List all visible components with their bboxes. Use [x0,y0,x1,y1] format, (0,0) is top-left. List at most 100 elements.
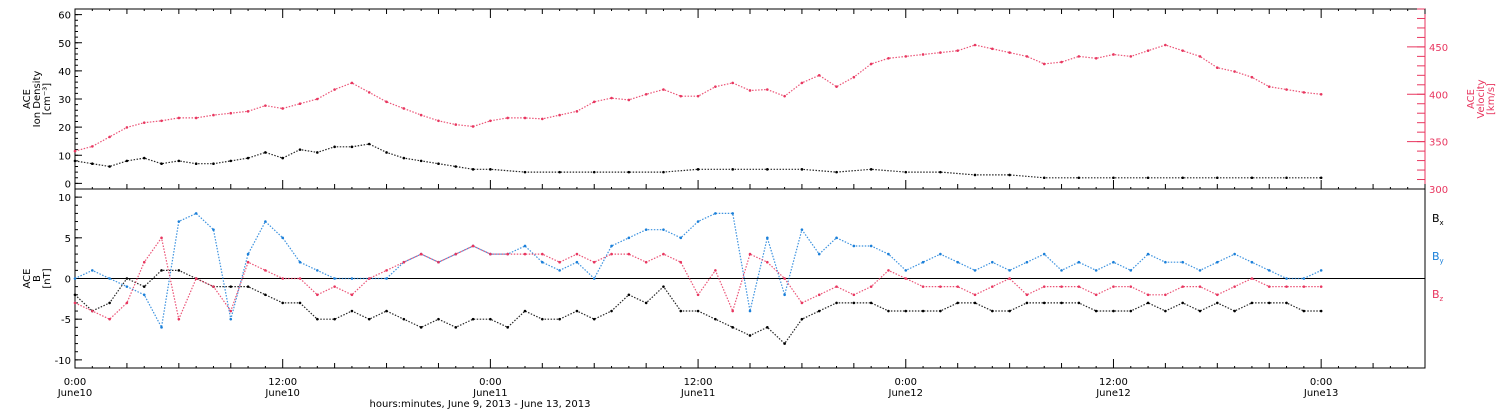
bz-point [246,260,250,264]
ion-density-point [108,165,111,168]
x-tick-label-date: June10 [264,388,300,399]
bz-point [1094,293,1098,297]
by-point [869,244,873,248]
bottom-panel-marks [73,212,1323,345]
bx-point [991,309,994,313]
bx-point [350,309,354,313]
bz-point [835,285,838,288]
by-point [212,228,215,231]
velocity-point [835,85,838,88]
bx-point [402,317,406,321]
bx-point [367,317,371,321]
velocity-point [1129,55,1133,58]
top-right-tick-label: 300 [1429,185,1448,196]
velocity-point [160,119,163,123]
bx-point [1008,309,1011,313]
x-tick-label-time: 0:00 [1310,377,1332,388]
velocity-point [142,121,146,124]
bz-point [91,309,94,313]
bz-point [142,260,146,264]
velocity-point [125,126,129,129]
ion-density-point [869,168,873,171]
velocity-point [956,49,959,52]
by-point [523,244,527,248]
bz-point [1302,285,1306,288]
ion-density-point [1216,176,1219,180]
bz-point [748,252,752,256]
bz-point [592,260,596,264]
bx-point [904,309,908,313]
top-left-tick-label: 10 [58,151,71,162]
by-point [644,228,648,231]
bz-point [194,277,198,280]
top-right-tick-label: 450 [1429,43,1448,54]
bz-point [973,293,977,297]
ion-density-point [489,168,492,171]
by-point [229,317,233,321]
velocity-point [558,113,561,117]
bottom-left-tick-label: 5 [65,234,71,245]
by-point [800,228,804,231]
bx-point [541,317,544,321]
by-point [1319,269,1323,272]
ion-density-point [835,170,838,174]
bz-point [1025,293,1029,297]
bz-point [921,285,925,288]
bz-point [800,301,804,305]
velocity-point [783,94,786,98]
by-point [1077,260,1081,264]
by-point [731,212,734,215]
bx-point [627,293,631,297]
bx-point [385,309,388,313]
velocity-point [316,97,319,101]
by-point [766,236,769,240]
velocity-point [91,145,94,148]
ion-density-point [939,170,942,174]
x-tick-label-time: 0:00 [479,377,501,388]
ion-density-point [1077,176,1081,180]
bz-point [679,260,683,264]
by-point [333,277,336,280]
bx-point [973,301,977,305]
top-left-axis: 0 10 20 30 40 50 60 [58,8,82,190]
velocity-point [679,94,683,98]
by-point [1233,252,1236,256]
bx-point [523,309,527,313]
bz-point [1077,285,1081,288]
top-left-tick-label: 60 [58,11,71,22]
top-right-axis-title-line2: Velocity [1476,79,1487,118]
bx-point [125,277,129,280]
legend-item-bx: Bx [1432,212,1444,227]
ion-density-point [662,170,665,174]
velocity-point [904,55,908,58]
ion-density-point [1146,176,1150,180]
velocity-point [714,85,717,88]
ion-density-point [212,162,215,165]
velocity-point [610,96,613,100]
bx-point [1042,301,1046,305]
by-point [956,260,959,264]
bx-point [644,301,648,305]
ion-density-point [766,168,769,171]
x-tick-label-time: 0:00 [64,377,86,388]
bx-point [1112,309,1115,313]
by-point [1216,260,1219,264]
bx-point [419,326,423,329]
velocity-point [1216,66,1219,70]
bz-point [1233,285,1236,288]
bx-point [73,293,77,297]
bx-point [437,317,440,321]
velocity-point [489,119,492,123]
velocity-point [1025,55,1029,58]
top-left-axis-title-line3: [cm⁻³] [42,83,53,115]
top-left-axis-title-line2: Ion Density [32,71,43,128]
bz-point [783,277,786,280]
bz-point [1285,285,1288,288]
velocity-point [177,116,181,120]
velocity-point [264,104,267,107]
bx-point [1077,301,1081,305]
ion-density-point [592,170,596,174]
bx-point [1181,301,1184,305]
bz-point [662,252,665,256]
ion-density-point [731,168,734,171]
